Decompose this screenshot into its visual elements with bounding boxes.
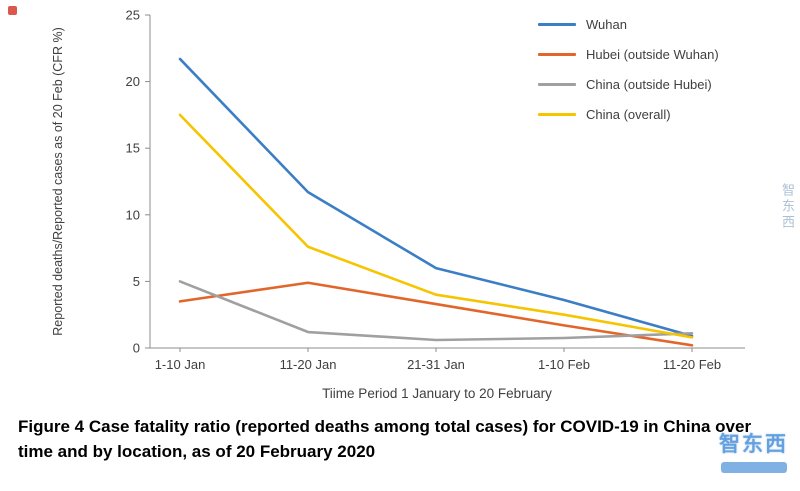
chart-legend: Wuhan Hubei (outside Wuhan) China (outside… [538, 18, 719, 121]
y-tick-label: 25 [126, 8, 140, 23]
series-line-wuhan [178, 57, 694, 338]
chart-canvas: 0 5 10 15 20 25 1-10 Jan 11-20 Jan 21-31 Jan 1-10… [51, 8, 745, 372]
x-category-label: 1-10 Jan [155, 357, 206, 372]
figure-caption: Figure 4 Case fatality ratio (reported d… [18, 417, 752, 461]
watermark-text: 智东西 [719, 433, 788, 456]
legend-label: Wuhan [586, 17, 627, 32]
series-line-china-overall- [178, 113, 694, 339]
series-line-china-outside-hubei- [178, 280, 694, 342]
y-tick-label: 10 [126, 207, 140, 222]
legend-swatch [538, 113, 576, 116]
legend-label: China (outside Hubei) [586, 77, 712, 92]
x-category-label: 1-10 Feb [538, 357, 590, 372]
legend-label: Hubei (outside Wuhan) [586, 47, 719, 62]
cfr-line-chart: 0 5 10 15 20 25 1-10 Jan 11-20 Jan 21-31 Jan 1-10… [51, 8, 745, 372]
watermark-bar [720, 462, 787, 473]
y-tick-label: 20 [126, 74, 140, 89]
legend-label: China (overall) [586, 107, 671, 122]
x-category-label: 11-20 Jan [280, 357, 337, 372]
y-axis-title: Reported deaths/Reported cases as of 20 … [51, 27, 65, 335]
legend-swatch [538, 83, 576, 86]
legend-item-0: Wuhan [538, 18, 719, 31]
x-category-label: 11-20 Feb [663, 357, 721, 372]
legend-item-3: China (overall) [538, 108, 719, 121]
legend-swatch [538, 53, 576, 56]
legend-item-2: China (outside Hubei) [538, 78, 719, 91]
legend-item-1: Hubei (outside Wuhan) [538, 48, 719, 61]
legend-swatch [538, 23, 576, 26]
y-tick-label: 0 [133, 341, 140, 356]
y-tick-label: 15 [126, 141, 140, 156]
series-line-hubei-outside-wuhan- [178, 281, 694, 347]
x-category-label: 21-31 Jan [407, 357, 465, 372]
watermark-zhidongxi-corner: 智东西 [719, 428, 788, 473]
y-tick-label: 5 [133, 274, 140, 289]
x-axis-title: Tiime Period 1 January to 20 February [322, 386, 552, 401]
red-marker [8, 6, 17, 15]
watermark-zhidongxi-side: 智东西 [780, 183, 795, 231]
